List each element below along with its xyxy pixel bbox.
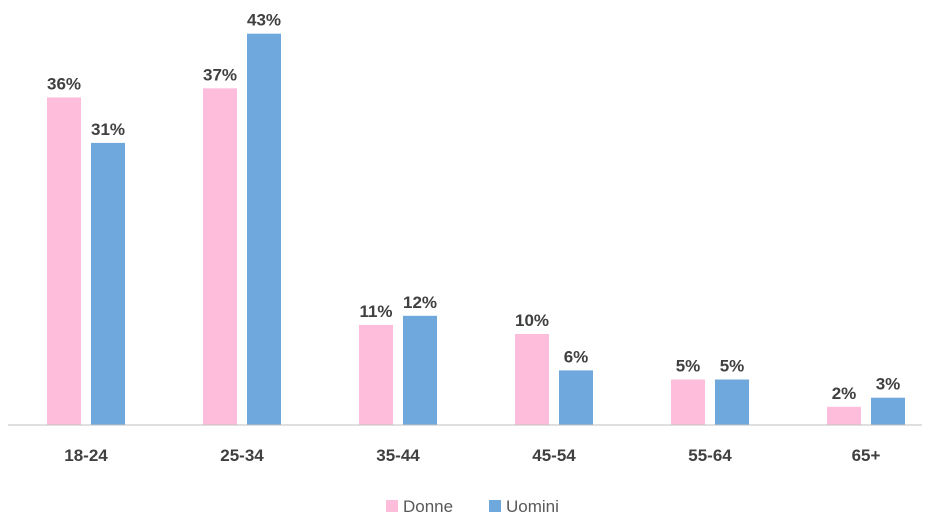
bar-donne-25-34: [203, 88, 237, 426]
bars: [47, 33, 905, 426]
legend-label-donne: Donne: [403, 497, 453, 516]
bar-uomini-65+: [871, 397, 905, 425]
x-tick-label-55-64: 55-64: [688, 446, 732, 465]
x-tick-label-35-44: 35-44: [376, 446, 420, 465]
value-label-donne-25-34: 37%: [203, 65, 237, 84]
legend-swatch-donne: [386, 500, 398, 512]
x-tick-label-45-54: 45-54: [532, 446, 576, 465]
bar-donne-35-44: [359, 324, 393, 425]
value-label-donne-35-44: 11%: [359, 302, 392, 321]
value-label-uomini-35-44: 12%: [403, 293, 437, 312]
value-label-donne-55-64: 5%: [676, 357, 701, 376]
x-tick-labels: 18-24 25-34 35-44 45-54 55-64 65+: [64, 446, 880, 465]
x-tick-label-18-24: 18-24: [64, 446, 108, 465]
value-labels: 36% 31% 37% 43% 11% 12% 10% 6% 5% 5% 2% 3%: [47, 11, 900, 403]
bar-donne-18-24: [47, 97, 81, 426]
x-tick-label-65+: 65+: [852, 446, 881, 465]
value-label-uomini-25-34: 43%: [247, 11, 281, 30]
bar-uomini-18-24: [91, 142, 125, 425]
bar-uomini-25-34: [247, 33, 281, 425]
value-label-donne-45-54: 10%: [515, 311, 549, 330]
bar-donne-55-64: [671, 379, 705, 425]
legend: Donne Uomini: [386, 497, 559, 516]
bar-uomini-35-44: [403, 315, 437, 425]
value-label-donne-18-24: 36%: [47, 74, 81, 93]
bar-donne-65+: [827, 406, 861, 425]
legend-label-uomini: Uomini: [506, 497, 559, 516]
value-label-donne-65+: 2%: [832, 384, 857, 403]
legend-swatch-uomini: [489, 500, 501, 512]
bar-uomini-45-54: [559, 370, 593, 425]
value-label-uomini-45-54: 6%: [564, 347, 589, 366]
x-tick-label-25-34: 25-34: [220, 446, 264, 465]
bar-uomini-55-64: [715, 379, 749, 425]
value-label-uomini-55-64: 5%: [720, 357, 745, 376]
bar-donne-45-54: [515, 334, 549, 425]
value-label-uomini-65+: 3%: [876, 375, 901, 394]
value-label-uomini-18-24: 31%: [91, 120, 125, 139]
